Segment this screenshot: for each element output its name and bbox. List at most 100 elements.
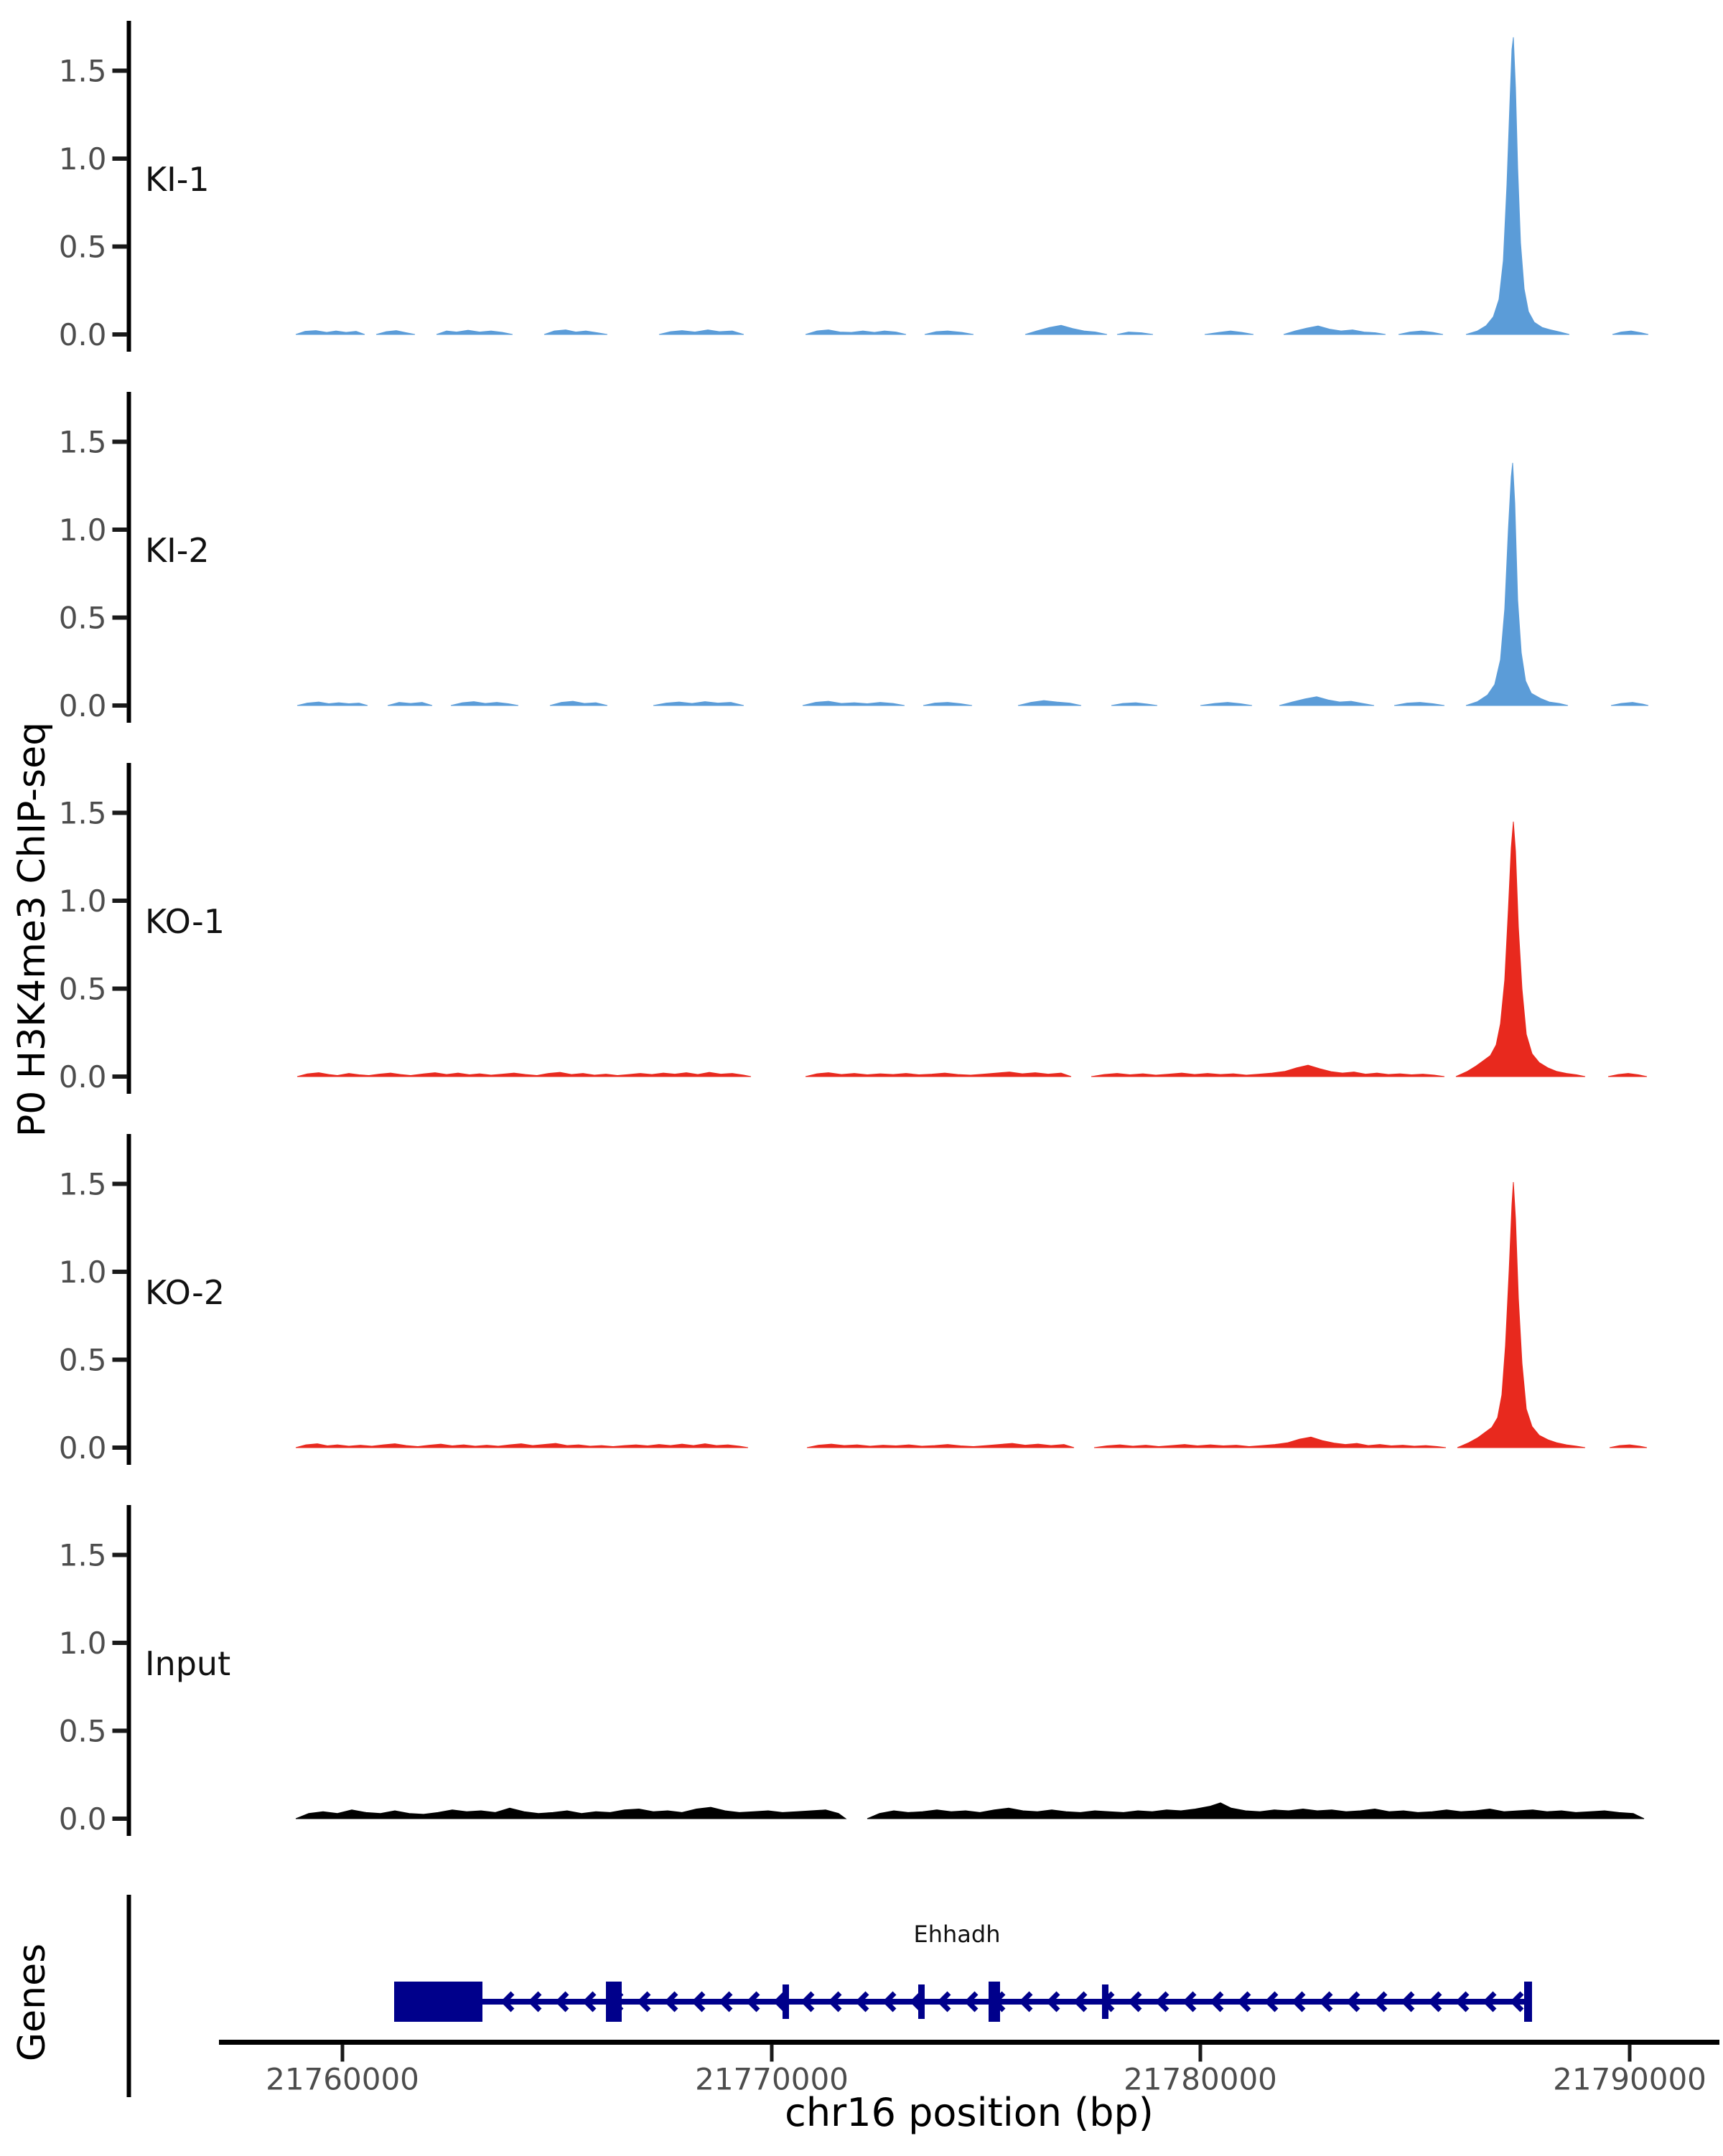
signal-area-KI-2 bbox=[1200, 702, 1253, 706]
y-tick-label-KO-2: 1.0 bbox=[59, 1255, 107, 1290]
signal-area-KI-1 bbox=[1398, 330, 1444, 335]
strand-arrow-left-icon bbox=[1019, 1991, 1033, 2012]
strand-arrow-left-icon bbox=[500, 1991, 515, 2012]
signal-area-KI-1 bbox=[1612, 330, 1649, 335]
strand-arrow-left-icon bbox=[1401, 1991, 1415, 2012]
strand-arrow-left-icon bbox=[664, 1991, 678, 2012]
gene-exon bbox=[783, 1984, 789, 2019]
y-tick-label-KI-2: 1.0 bbox=[59, 512, 107, 548]
strand-arrow-left-icon bbox=[1237, 1991, 1251, 2012]
y-tick-label-KO-2: 0.0 bbox=[59, 1430, 107, 1466]
strand-arrow-left-icon bbox=[719, 1991, 733, 2012]
y-tick-label-KI-1: 0.5 bbox=[59, 230, 107, 265]
signal-area-KI-2 bbox=[387, 702, 433, 706]
y-tick-label-Input: 1.0 bbox=[59, 1626, 107, 1661]
signal-area-Input bbox=[867, 1802, 1645, 1819]
signal-area-KI-1 bbox=[1283, 325, 1386, 335]
strand-arrow-left-icon bbox=[800, 1991, 815, 2012]
y-tick-label-KI-1: 1.5 bbox=[59, 54, 107, 89]
y-tick-label-KO-1: 1.5 bbox=[59, 796, 107, 831]
x-axis-title: chr16 position (bp) bbox=[785, 2090, 1154, 2135]
signal-area-KI-1 bbox=[295, 330, 365, 335]
strand-arrow-left-icon bbox=[1155, 1991, 1169, 2012]
track-KI-1: 0.0 0.5 1.0 1.5 KI-1 bbox=[59, 21, 1649, 352]
y-tick-label-Input: 0.0 bbox=[59, 1801, 107, 1837]
track-KI-2: 0.0 0.5 1.0 1.5 KI-2 bbox=[59, 392, 1649, 723]
strand-arrow-left-icon bbox=[1455, 1991, 1470, 2012]
y-tick-label-KI-1: 1.0 bbox=[59, 141, 107, 177]
signal-area-KI-2 bbox=[1017, 700, 1082, 706]
signal-area-KI-1 bbox=[436, 329, 513, 335]
gene-exon bbox=[1524, 1982, 1532, 2022]
signal-area-KI-2 bbox=[1111, 702, 1158, 706]
signal-area-KI-2 bbox=[653, 701, 744, 706]
signal-area-KI-2 bbox=[450, 701, 519, 706]
strand-arrow-left-icon bbox=[855, 1991, 869, 2012]
x-tick-label: 21770000 bbox=[695, 2062, 849, 2097]
signal-area-KI-1 bbox=[375, 330, 416, 335]
track-label-Input: Input bbox=[145, 1644, 230, 1683]
track-label-KO-2: KO-2 bbox=[145, 1273, 225, 1312]
signal-area-KI-2 bbox=[1393, 702, 1445, 706]
strand-arrow-left-icon bbox=[1046, 1991, 1060, 2012]
signal-area-KI-2 bbox=[802, 700, 905, 706]
x-tick-label: 21790000 bbox=[1553, 2062, 1706, 2097]
strand-arrow-left-icon bbox=[1264, 1991, 1279, 2012]
y-tick-label-KI-2: 1.5 bbox=[59, 425, 107, 460]
track-KO-2: 0.0 0.5 1.0 1.5 KO-2 bbox=[59, 1134, 1648, 1466]
strand-arrow-left-icon bbox=[1182, 1991, 1197, 2012]
strand-arrow-left-icon bbox=[1319, 1991, 1333, 2012]
y-tick-label-KO-1: 0.0 bbox=[59, 1059, 107, 1095]
signal-area-KO-1 bbox=[1091, 1064, 1445, 1077]
signal-area-KI-1 bbox=[924, 330, 974, 335]
track-KO-1: 0.0 0.5 1.0 1.5 KO-1 bbox=[59, 763, 1648, 1095]
signal-area-KI-1 bbox=[1465, 37, 1570, 335]
signal-area-KI-1 bbox=[658, 329, 744, 335]
strand-arrow-left-icon bbox=[746, 1991, 760, 2012]
strand-arrow-left-icon bbox=[1292, 1991, 1306, 2012]
signal-area-KO-2 bbox=[1457, 1181, 1586, 1448]
x-axis-layer: 21760000 21770000 21780000 21790000 bbox=[219, 2040, 1719, 2097]
y-tick-label-KO-1: 0.5 bbox=[59, 972, 107, 1007]
strand-arrow-left-icon bbox=[937, 1991, 951, 2012]
track-label-KI-2: KI-2 bbox=[145, 531, 210, 570]
strand-arrow-left-icon bbox=[1428, 1991, 1442, 2012]
signal-area-KI-2 bbox=[1279, 696, 1375, 706]
y-tick-label-KO-2: 1.5 bbox=[59, 1167, 107, 1202]
signal-area-KO-1 bbox=[1455, 821, 1586, 1077]
gene-exon bbox=[1102, 1984, 1108, 2019]
strand-arrow-left-icon bbox=[1128, 1991, 1142, 2012]
strand-arrow-left-icon bbox=[1373, 1991, 1388, 2012]
strand-arrow-left-icon bbox=[691, 1991, 706, 2012]
strand-arrow-left-icon bbox=[882, 1991, 897, 2012]
signal-area-KO-2 bbox=[295, 1443, 749, 1448]
strand-arrow-left-icon bbox=[1073, 1991, 1088, 2012]
y-axis-title: P0 H3K4me3 ChIP-seq bbox=[11, 722, 54, 1137]
y-tick-label-KO-1: 1.0 bbox=[59, 884, 107, 919]
x-tick-label: 21780000 bbox=[1124, 2062, 1277, 2097]
signal-area-KI-2 bbox=[923, 702, 973, 706]
signal-area-KO-2 bbox=[1609, 1444, 1648, 1448]
signal-area-KO-2 bbox=[1093, 1436, 1447, 1448]
y-tick-label-KI-2: 0.5 bbox=[59, 601, 107, 636]
x-tick-label: 21760000 bbox=[266, 2062, 419, 2097]
y-tick-label-KI-2: 0.0 bbox=[59, 688, 107, 723]
signal-tracks-layer: 0.0 0.5 1.0 1.5 KI-1 0.0 0.5 1.0 1.5 KI-2 0.0 0.5 1.… bbox=[59, 21, 1649, 1837]
signal-area-KI-2 bbox=[1465, 462, 1569, 706]
y-tick-label-Input: 1.5 bbox=[59, 1538, 107, 1573]
strand-arrow-left-icon bbox=[1210, 1991, 1224, 2012]
signal-area-KI-2 bbox=[549, 700, 608, 706]
y-tick-label-KI-1: 0.0 bbox=[59, 317, 107, 352]
track-Input: 0.0 0.5 1.0 1.5 Input bbox=[59, 1505, 1645, 1837]
signal-area-Input bbox=[295, 1806, 847, 1819]
gene-exon bbox=[918, 1984, 925, 2019]
signal-area-KI-1 bbox=[1116, 332, 1154, 335]
signal-area-KI-2 bbox=[1610, 702, 1649, 706]
y-tick-label-KO-2: 0.5 bbox=[59, 1343, 107, 1378]
signal-area-KO-1 bbox=[296, 1072, 752, 1077]
genes-track-title: Genes bbox=[11, 1944, 54, 2061]
gene-name-label: Ehhadh bbox=[914, 1921, 1001, 1948]
track-label-KO-1: KO-1 bbox=[145, 902, 225, 941]
